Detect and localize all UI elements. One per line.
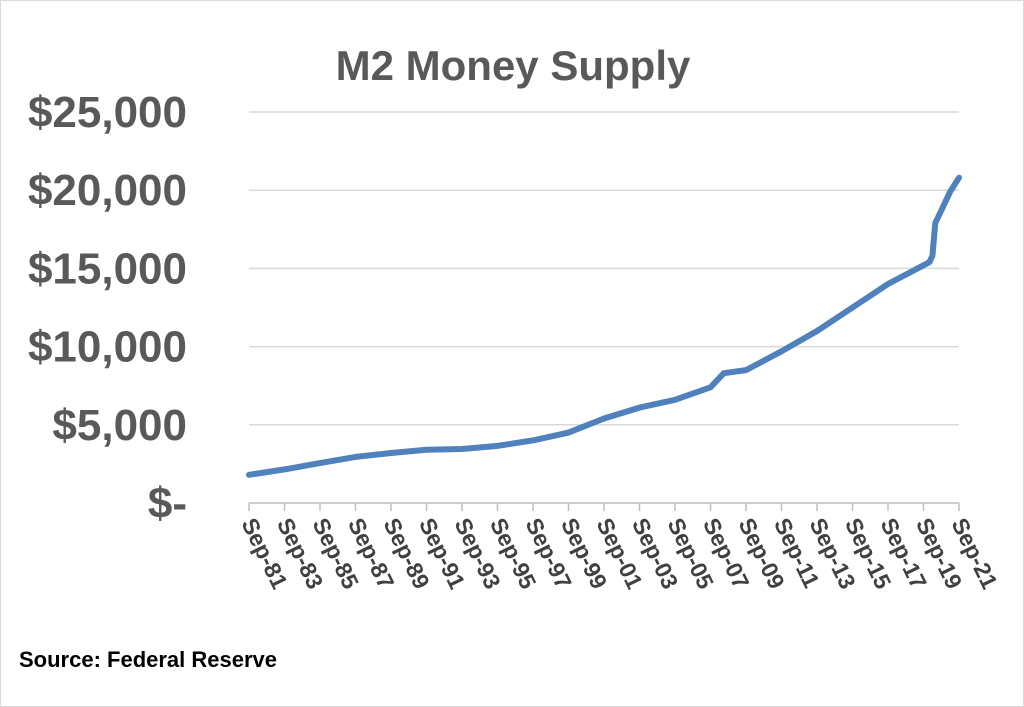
source-note: Source: Federal Reserve xyxy=(19,647,278,672)
series-point xyxy=(354,455,357,459)
series-point xyxy=(531,438,535,442)
series-point xyxy=(886,282,890,286)
y-tick-label: $20,000 xyxy=(28,166,187,215)
series-point xyxy=(567,431,570,435)
series-point xyxy=(930,254,934,258)
series-point xyxy=(318,461,322,465)
series-point xyxy=(247,473,251,477)
series-point xyxy=(638,406,641,410)
series-point xyxy=(939,209,943,212)
series-point xyxy=(673,398,677,402)
series-point xyxy=(744,368,748,372)
series-point xyxy=(933,221,937,225)
series-point xyxy=(927,260,931,264)
series-line xyxy=(246,174,962,478)
series-point xyxy=(602,417,606,420)
series-point xyxy=(922,263,925,267)
x-axis-ticks: Sep-81Sep-83Sep-85Sep-87Sep-89Sep-91Sep-… xyxy=(237,514,1004,593)
series-point xyxy=(851,306,854,309)
series-point xyxy=(780,349,783,353)
series-point xyxy=(815,329,819,333)
series-point xyxy=(425,448,428,452)
series-point xyxy=(957,176,961,180)
series-point xyxy=(460,447,464,451)
series-point xyxy=(496,444,499,448)
series-point xyxy=(709,385,712,389)
gridlines xyxy=(249,111,959,426)
chart-title: M2 Money Supply xyxy=(336,42,691,89)
series-point xyxy=(722,371,726,375)
y-tick-label: $25,000 xyxy=(28,88,187,137)
series-point xyxy=(948,190,952,194)
series-point xyxy=(283,467,286,471)
x-axis xyxy=(248,502,960,511)
y-tick-label: $15,000 xyxy=(28,244,187,293)
y-tick-label: $10,000 xyxy=(28,323,187,372)
y-axis-ticks: $- $5,000 $10,000 $15,000 $20,000 $25,000 xyxy=(28,88,187,528)
series-layer xyxy=(246,174,962,478)
series-point xyxy=(389,451,393,455)
y-tick-label: $- xyxy=(148,479,187,528)
y-tick-label: $5,000 xyxy=(52,401,187,450)
